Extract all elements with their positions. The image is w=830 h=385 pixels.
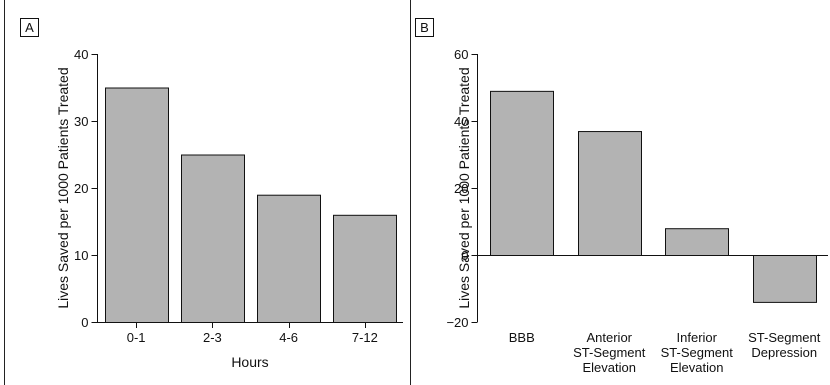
x-axis-title: Hours: [231, 354, 268, 370]
x-tick-label: 2-3: [203, 330, 222, 345]
x-tick-label: 7-12: [352, 330, 378, 345]
panel-label-box: [415, 18, 434, 37]
y-tick-label: 0: [81, 315, 88, 330]
x-tick-label: BBB: [509, 330, 535, 345]
y-tick-label: 40: [74, 47, 88, 62]
y-tick-label: 10: [74, 248, 88, 263]
x-ticks: BBB Anterior ST-Segment Elevation Inferior ST…: [509, 330, 821, 375]
bar: [665, 228, 729, 256]
y-ticks: −20 0 20 40 60: [446, 47, 478, 330]
x-tick-label: Anterior ST-Segment Elevation: [573, 330, 646, 375]
panel-label-box: [20, 18, 39, 37]
bar: [181, 154, 245, 323]
y-tick-label: 30: [74, 114, 88, 129]
x-tick-label: 0-1: [127, 330, 146, 345]
x-tick-label: ST-Segment Depression: [748, 330, 821, 360]
bars: [105, 87, 397, 323]
y-ticks: 0 10 20 30 40: [74, 47, 98, 330]
y-axis-title: Lives Saved per 1000 Patients Treated: [55, 67, 71, 308]
y-tick-label: 20: [454, 181, 468, 196]
panel-label: B: [420, 20, 429, 35]
bar: [257, 194, 321, 323]
panel-label: A: [25, 20, 34, 35]
x-tick-label: Inferior ST-Segment Elevation: [661, 330, 734, 375]
bars: [490, 90, 817, 303]
bar: [105, 87, 169, 323]
x-ticks: 0-1 2-3 4-6 7-12: [127, 322, 378, 345]
y-tick-label: 40: [454, 114, 468, 129]
y-tick-label: −20: [446, 315, 468, 330]
bar: [333, 214, 397, 323]
y-tick-label: 0: [461, 248, 468, 263]
y-tick-label: 20: [74, 181, 88, 196]
panel-b: B Lives Saved per 1000 Patients Treated …: [415, 18, 828, 375]
bar: [753, 255, 817, 303]
y-tick-label: 60: [454, 47, 468, 62]
y-axis-title: Lives Saved per 1000 Patients Treated: [456, 67, 472, 308]
panel-a: A Lives Saved per 1000 Patients Treated …: [20, 18, 403, 370]
x-tick-label: 4-6: [279, 330, 298, 345]
bar: [490, 90, 554, 256]
bar: [578, 131, 642, 256]
